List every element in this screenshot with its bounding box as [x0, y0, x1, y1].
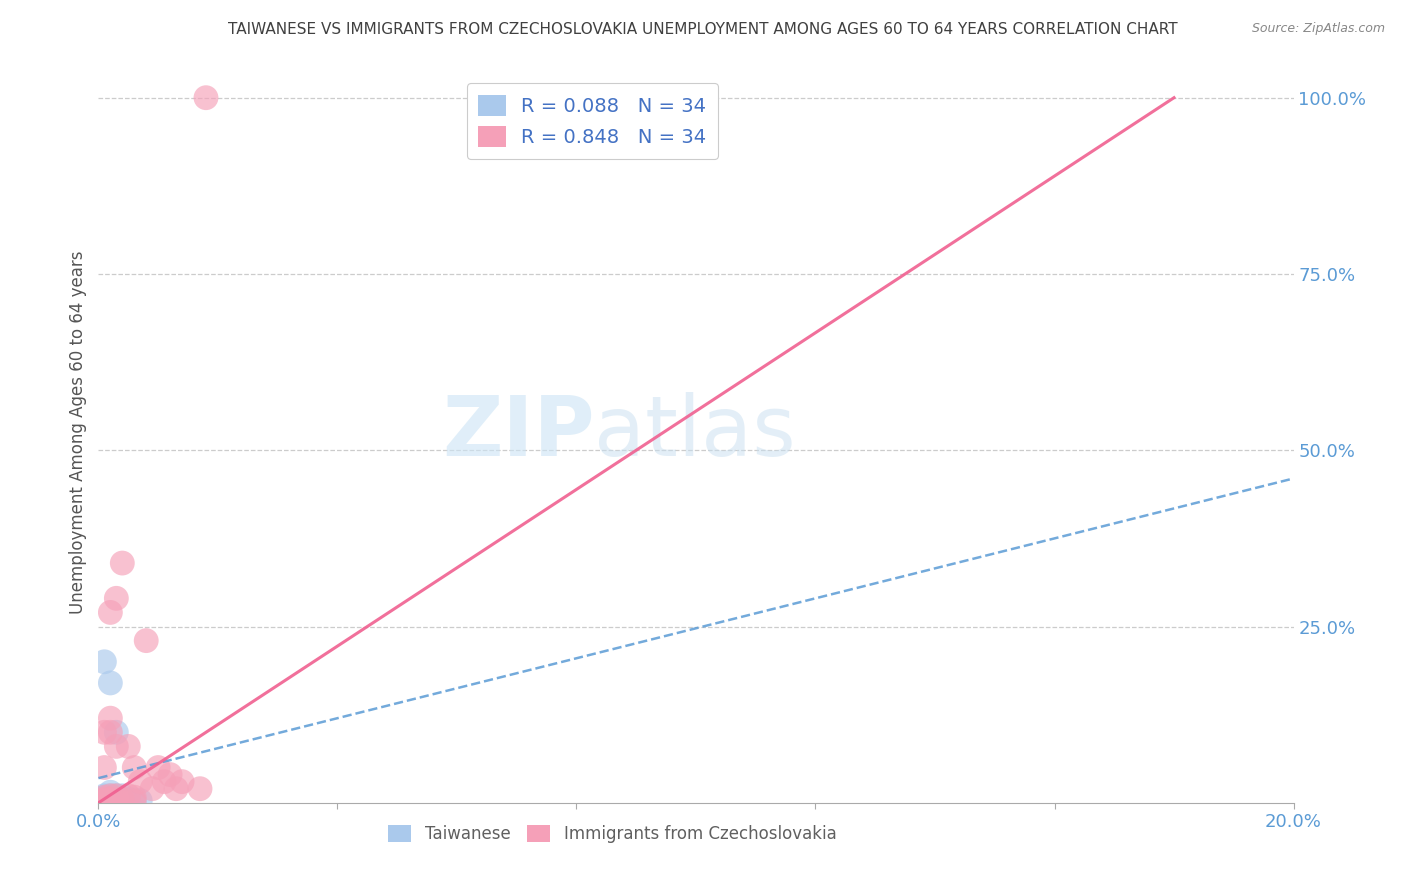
Point [93, 794, 115, 808]
Point [93, 793, 115, 807]
Point [87, 794, 110, 808]
Point [129, 774, 152, 789]
Point [93, 790, 115, 805]
Point [98, 794, 122, 808]
Point [124, 790, 146, 805]
Point [98, 789, 122, 803]
Point [105, 789, 128, 803]
Point [87, 796, 110, 810]
Point [98, 796, 122, 810]
Point [188, 781, 211, 796]
Point [93, 796, 115, 810]
Point [117, 794, 139, 808]
Text: atlas: atlas [595, 392, 796, 473]
Point [98, 792, 122, 806]
Point [105, 794, 128, 808]
Point [98, 792, 122, 806]
Point [93, 760, 115, 774]
Point [195, 91, 218, 105]
Point [124, 760, 146, 774]
Point [117, 739, 139, 754]
Point [93, 795, 115, 809]
Point [93, 794, 115, 808]
Point [105, 793, 128, 807]
Text: TAIWANESE VS IMMIGRANTS FROM CZECHOSLOVAKIA UNEMPLOYMENT AMONG AGES 60 TO 64 YEA: TAIWANESE VS IMMIGRANTS FROM CZECHOSLOVA… [228, 22, 1178, 37]
Point [87, 796, 110, 810]
Point [124, 794, 146, 808]
Point [153, 774, 176, 789]
Point [98, 676, 122, 690]
Point [105, 725, 128, 739]
Point [98, 606, 122, 620]
Point [129, 794, 152, 808]
Point [93, 789, 115, 803]
Point [98, 794, 122, 808]
Point [111, 792, 134, 806]
Point [117, 789, 139, 803]
Point [124, 793, 146, 807]
Point [98, 790, 122, 805]
Point [148, 760, 170, 774]
Point [93, 790, 115, 805]
Point [98, 795, 122, 809]
Point [93, 725, 115, 739]
Point [159, 767, 181, 781]
Legend: Taiwanese, Immigrants from Czechoslovakia: Taiwanese, Immigrants from Czechoslovaki… [381, 819, 844, 850]
Text: ZIP: ZIP [441, 392, 595, 473]
Point [105, 793, 128, 807]
Point [111, 794, 134, 808]
Point [105, 791, 128, 805]
Y-axis label: Unemployment Among Ages 60 to 64 years: Unemployment Among Ages 60 to 64 years [69, 251, 87, 615]
Point [105, 789, 128, 803]
Point [172, 774, 194, 789]
Point [105, 591, 128, 606]
Point [98, 711, 122, 725]
Point [117, 792, 139, 806]
Point [93, 794, 115, 808]
Point [93, 655, 115, 669]
Point [93, 791, 115, 805]
Point [98, 785, 122, 799]
Point [141, 781, 163, 796]
Point [111, 792, 134, 806]
Point [105, 739, 128, 754]
Point [87, 794, 110, 808]
Point [135, 633, 157, 648]
Point [98, 794, 122, 808]
Point [93, 790, 115, 805]
Point [98, 789, 122, 803]
Text: Source: ZipAtlas.com: Source: ZipAtlas.com [1251, 22, 1385, 36]
Point [165, 781, 187, 796]
Point [111, 556, 134, 570]
Point [98, 725, 122, 739]
Point [111, 789, 134, 803]
Point [93, 792, 115, 806]
Point [93, 792, 115, 806]
